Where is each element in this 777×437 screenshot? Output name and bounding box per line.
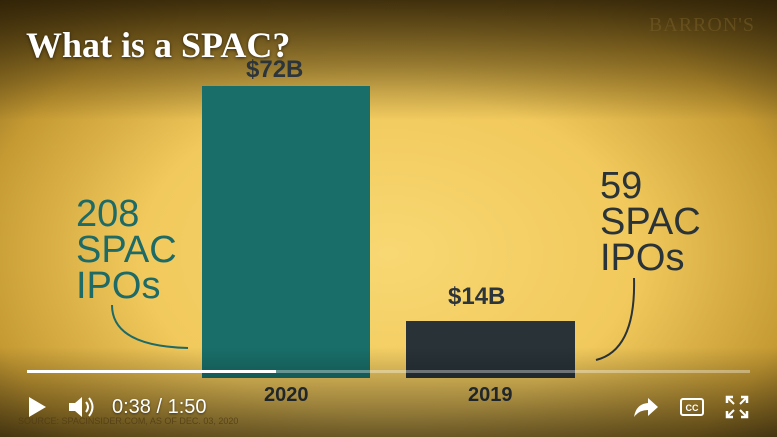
time-display: 0:38 / 1:50	[112, 396, 207, 419]
progress-bar[interactable]	[27, 370, 750, 373]
share-icon[interactable]	[632, 394, 660, 420]
bar-2020	[202, 86, 370, 378]
ipo-count-2019: 59 SPAC IPOs	[600, 165, 701, 279]
total-duration: 1:50	[167, 396, 207, 418]
control-bar: 0:38 / 1:50 CC	[0, 386, 777, 430]
svg-text:CC: CC	[686, 403, 699, 413]
chart-source: SOURCE: SPACINSIDER.COM, AS OF DEC. 03, …	[18, 416, 239, 426]
ipo-count-2020: 208 SPAC IPOs	[76, 193, 177, 307]
bottom-gradient	[0, 347, 777, 437]
bar-value-label-2020: $72B	[246, 56, 304, 83]
closed-captions-icon[interactable]: CC	[678, 394, 706, 420]
progress-played	[27, 370, 277, 373]
play-icon[interactable]	[24, 394, 50, 420]
publisher-watermark: BARRON'S	[648, 14, 755, 36]
bar-value-label-2019: $14B	[448, 283, 506, 310]
video-title: What is a SPAC?	[26, 25, 291, 65]
top-gradient	[0, 0, 777, 120]
connector-2020	[111, 304, 189, 349]
current-time: 0:38	[112, 396, 151, 418]
volume-icon[interactable]	[66, 394, 96, 420]
fullscreen-icon[interactable]	[724, 394, 750, 420]
time-separator: /	[150, 396, 168, 418]
